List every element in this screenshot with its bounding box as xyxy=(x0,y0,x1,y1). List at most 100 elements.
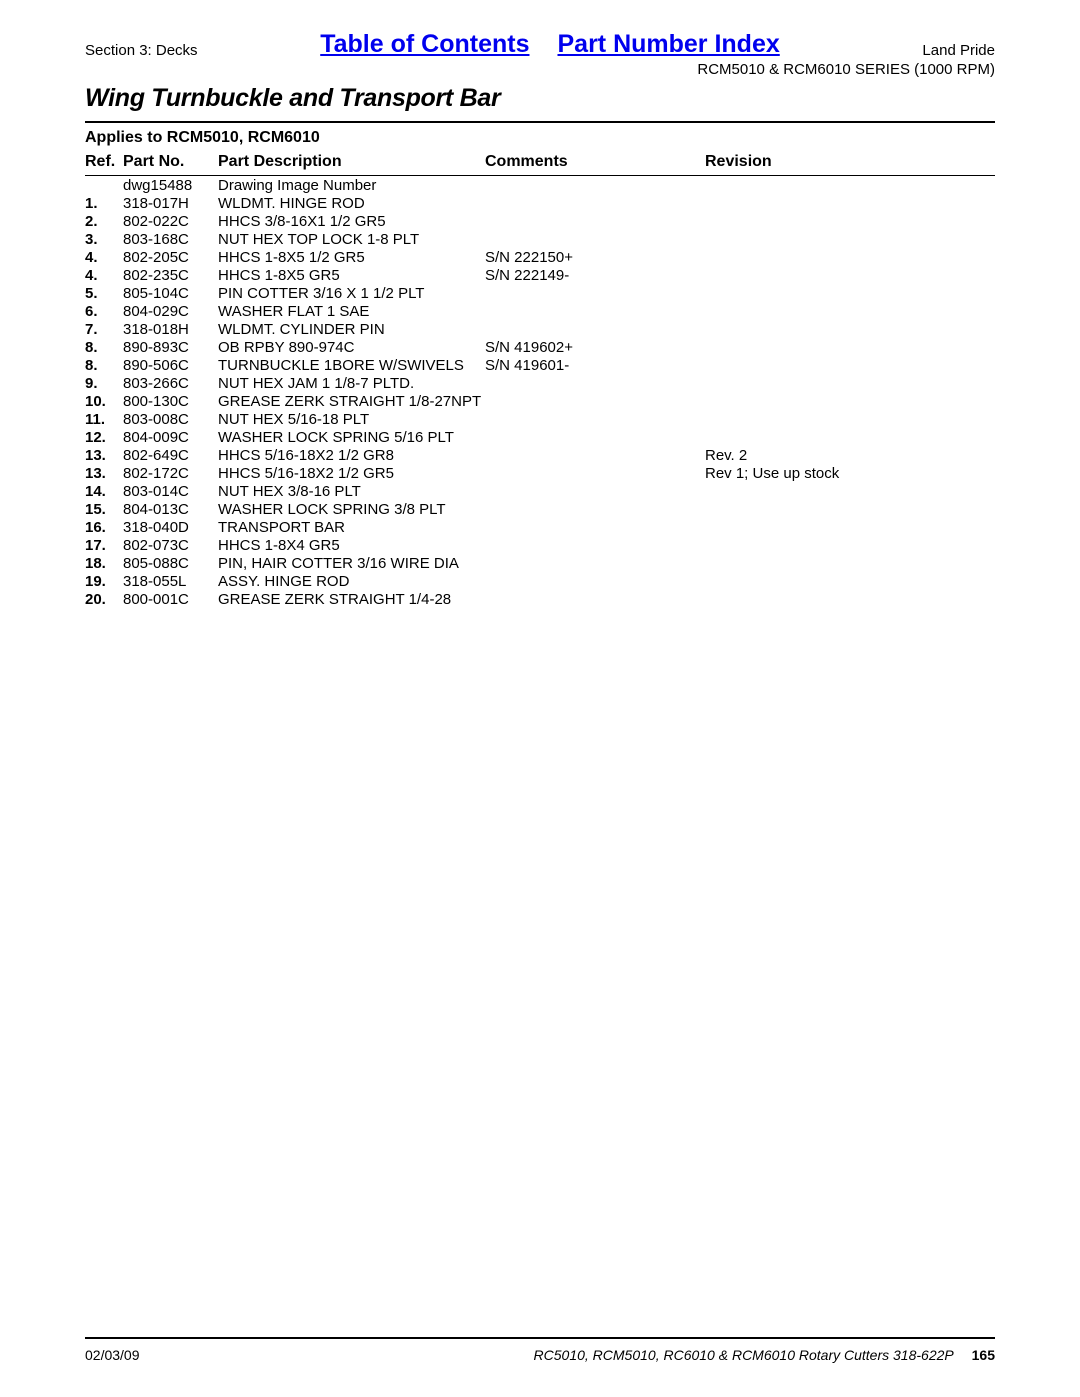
cell-revision xyxy=(705,536,995,554)
cell-part-no: 800-001C xyxy=(123,590,218,608)
cell-description: HHCS 1-8X4 GR5 xyxy=(218,536,485,554)
cell-description: HHCS 3/8-16X1 1/2 GR5 xyxy=(218,212,485,230)
cell-description: NUT HEX TOP LOCK 1-8 PLT xyxy=(218,230,485,248)
cell-part-no: 802-073C xyxy=(123,536,218,554)
cell-ref: 7. xyxy=(85,320,123,338)
cell-ref: 11. xyxy=(85,410,123,428)
cell-description: GREASE ZERK STRAIGHT 1/4-28 xyxy=(218,590,485,608)
cell-part-no: 803-168C xyxy=(123,230,218,248)
cell-part-no: 802-649C xyxy=(123,446,218,464)
col-revision: Revision xyxy=(705,151,995,176)
cell-comments xyxy=(485,392,705,410)
cell-revision xyxy=(705,338,995,356)
table-row: 2.802-022CHHCS 3/8-16X1 1/2 GR5 xyxy=(85,212,995,230)
table-of-contents-link[interactable]: Table of Contents xyxy=(320,30,529,59)
cell-revision xyxy=(705,302,995,320)
col-description: Part Description xyxy=(218,151,485,176)
cell-comments: S/N 222150+ xyxy=(485,248,705,266)
cell-part-no: dwg15488 xyxy=(123,176,218,195)
cell-ref: 12. xyxy=(85,428,123,446)
table-row: 13.802-172CHHCS 5/16-18X2 1/2 GR5Rev 1; … xyxy=(85,464,995,482)
table-row: 9.803-266CNUT HEX JAM 1 1/8-7 PLTD. xyxy=(85,374,995,392)
cell-part-no: 804-013C xyxy=(123,500,218,518)
cell-description: Drawing Image Number xyxy=(218,176,485,195)
cell-comments xyxy=(485,212,705,230)
section-label: Section 3: Decks xyxy=(85,42,198,59)
cell-ref: 5. xyxy=(85,284,123,302)
table-row: 8.890-506CTURNBUCKLE 1BORE W/SWIVELSS/N … xyxy=(85,356,995,374)
cell-ref: 20. xyxy=(85,590,123,608)
cell-comments xyxy=(485,446,705,464)
table-row: 14.803-014CNUT HEX 3/8-16 PLT xyxy=(85,482,995,500)
table-row: 8.890-893COB RPBY 890-974CS/N 419602+ xyxy=(85,338,995,356)
table-row: 5.805-104CPIN COTTER 3/16 X 1 1/2 PLT xyxy=(85,284,995,302)
cell-ref: 19. xyxy=(85,572,123,590)
cell-ref: 9. xyxy=(85,374,123,392)
table-row: 15.804-013CWASHER LOCK SPRING 3/8 PLT xyxy=(85,500,995,518)
cell-comments xyxy=(485,302,705,320)
table-row: 4.802-235CHHCS 1-8X5 GR5S/N 222149- xyxy=(85,266,995,284)
cell-part-no: 318-018H xyxy=(123,320,218,338)
cell-revision xyxy=(705,230,995,248)
applies-to-label: Applies to RCM5010, RCM6010 xyxy=(85,129,995,147)
cell-part-no: 805-088C xyxy=(123,554,218,572)
cell-revision xyxy=(705,590,995,608)
table-row: 10.800-130CGREASE ZERK STRAIGHT 1/8-27NP… xyxy=(85,392,995,410)
series-label: RCM5010 & RCM6010 SERIES (1000 RPM) xyxy=(85,61,995,78)
table-row: 4.802-205CHHCS 1-8X5 1/2 GR5S/N 222150+ xyxy=(85,248,995,266)
cell-ref: 4. xyxy=(85,266,123,284)
footer-rule xyxy=(85,1337,995,1339)
table-row: 20.800-001CGREASE ZERK STRAIGHT 1/4-28 xyxy=(85,590,995,608)
cell-description: TURNBUCKLE 1BORE W/SWIVELS xyxy=(218,356,485,374)
title-rule xyxy=(85,121,995,123)
page: Section 3: Decks Table of Contents Part … xyxy=(0,0,1080,1397)
cell-description: WLDMT. CYLINDER PIN xyxy=(218,320,485,338)
cell-revision xyxy=(705,320,995,338)
cell-description: WASHER LOCK SPRING 5/16 PLT xyxy=(218,428,485,446)
cell-description: HHCS 5/16-18X2 1/2 GR5 xyxy=(218,464,485,482)
cell-ref: 10. xyxy=(85,392,123,410)
footer-page-number: 165 xyxy=(972,1347,995,1363)
cell-comments xyxy=(485,482,705,500)
table-row: 13.802-649CHHCS 5/16-18X2 1/2 GR8Rev. 2 xyxy=(85,446,995,464)
cell-part-no: 804-009C xyxy=(123,428,218,446)
cell-revision: Rev. 2 xyxy=(705,446,995,464)
table-row: 18.805-088CPIN, HAIR COTTER 3/16 WIRE DI… xyxy=(85,554,995,572)
cell-revision xyxy=(705,572,995,590)
cell-revision xyxy=(705,194,995,212)
cell-description: NUT HEX JAM 1 1/8-7 PLTD. xyxy=(218,374,485,392)
cell-description: WASHER FLAT 1 SAE xyxy=(218,302,485,320)
col-comments: Comments xyxy=(485,151,705,176)
cell-ref: 8. xyxy=(85,338,123,356)
cell-revision xyxy=(705,248,995,266)
cell-revision xyxy=(705,176,995,195)
table-row: 6.804-029CWASHER FLAT 1 SAE xyxy=(85,302,995,320)
page-title: Wing Turnbuckle and Transport Bar xyxy=(85,84,995,113)
cell-ref: 17. xyxy=(85,536,123,554)
cell-comments: S/N 419602+ xyxy=(485,338,705,356)
cell-revision xyxy=(705,266,995,284)
cell-ref: 13. xyxy=(85,446,123,464)
table-row: 7.318-018HWLDMT. CYLINDER PIN xyxy=(85,320,995,338)
cell-revision xyxy=(705,410,995,428)
cell-part-no: 318-040D xyxy=(123,518,218,536)
footer-manual-title: RC5010, RCM5010, RC6010 & RCM6010 Rotary… xyxy=(534,1347,954,1363)
cell-description: HHCS 1-8X5 1/2 GR5 xyxy=(218,248,485,266)
table-row: 12.804-009CWASHER LOCK SPRING 5/16 PLT xyxy=(85,428,995,446)
parts-table: Ref. Part No. Part Description Comments … xyxy=(85,151,995,608)
cell-comments xyxy=(485,374,705,392)
table-row: 17.802-073CHHCS 1-8X4 GR5 xyxy=(85,536,995,554)
cell-part-no: 318-055L xyxy=(123,572,218,590)
cell-part-no: 800-130C xyxy=(123,392,218,410)
cell-comments: S/N 419601- xyxy=(485,356,705,374)
header-row: Section 3: Decks Table of Contents Part … xyxy=(85,30,995,59)
cell-ref: 16. xyxy=(85,518,123,536)
cell-revision xyxy=(705,356,995,374)
cell-description: PIN, HAIR COTTER 3/16 WIRE DIA xyxy=(218,554,485,572)
cell-comments xyxy=(485,194,705,212)
cell-comments xyxy=(485,410,705,428)
part-number-index-link[interactable]: Part Number Index xyxy=(557,30,779,59)
cell-part-no: 802-172C xyxy=(123,464,218,482)
cell-ref: 2. xyxy=(85,212,123,230)
table-row: 11.803-008CNUT HEX 5/16-18 PLT xyxy=(85,410,995,428)
